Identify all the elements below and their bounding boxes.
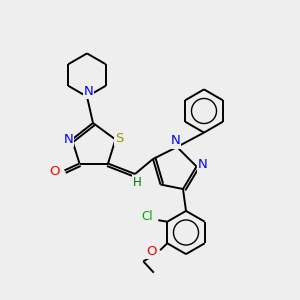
Text: Cl: Cl — [141, 210, 153, 223]
Text: N: N — [84, 85, 93, 98]
Text: O: O — [146, 245, 156, 258]
Text: N: N — [64, 133, 73, 146]
Text: S: S — [115, 131, 123, 145]
Text: H: H — [133, 176, 142, 189]
Text: O: O — [50, 165, 60, 178]
Text: N: N — [171, 134, 180, 148]
Text: N: N — [198, 158, 208, 172]
